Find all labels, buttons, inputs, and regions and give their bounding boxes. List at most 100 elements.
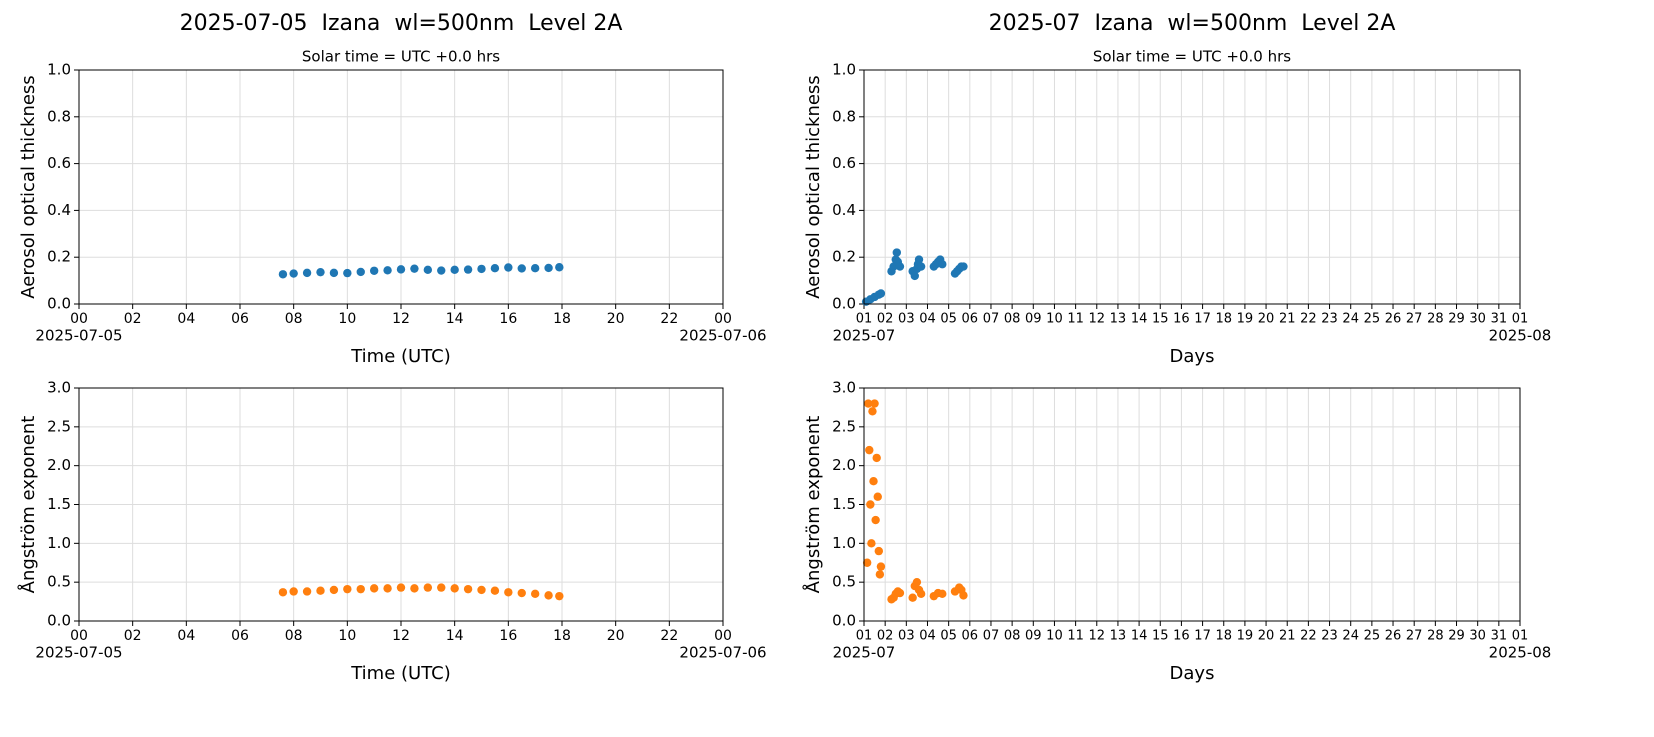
data-point	[895, 262, 905, 271]
x-tick-label: 18	[1215, 629, 1232, 644]
plot-frame	[863, 387, 1521, 622]
data-point	[862, 558, 872, 567]
data-point	[959, 591, 968, 600]
data-point	[959, 262, 968, 271]
y-tick-label: 0.8	[47, 107, 71, 125]
x-date-label: 2025-07-06	[679, 327, 766, 345]
x-tick-label: 19	[1237, 312, 1254, 327]
x-tick-label: 16	[499, 628, 517, 644]
x-tick-label: 07	[983, 312, 1000, 327]
x-tick-label: 29	[1448, 312, 1465, 327]
x-tick-label: 08	[1004, 312, 1021, 327]
x-tick-label: 12	[392, 311, 410, 327]
data-point	[450, 584, 459, 593]
data-point	[369, 584, 379, 593]
x-tick-label: 04	[919, 312, 936, 327]
y-tick-label: 0.0	[47, 612, 71, 630]
y-tick-label: 0.6	[832, 154, 856, 172]
x-date-label: 2025-07	[833, 327, 896, 345]
y-tick-label: 0.8	[832, 107, 856, 125]
data-point	[383, 266, 392, 275]
x-tick-label: 01	[856, 312, 873, 327]
x-tick-label: 27	[1406, 629, 1423, 644]
x-tick-label: 22	[660, 311, 678, 327]
x-tick-label: 14	[446, 628, 464, 644]
x-tick-label: 16	[499, 311, 517, 327]
x-axis-label: Time (UTC)	[350, 346, 451, 367]
y-tick-label: 0.6	[47, 154, 71, 172]
y-tick-label: 0.4	[832, 201, 856, 219]
chart-subtitle: Solar time = UTC +0.0 hrs	[302, 48, 500, 66]
x-tick-label: 04	[177, 628, 195, 644]
x-tick-label: 00	[70, 311, 88, 327]
data-point	[892, 248, 901, 257]
data-point	[289, 269, 298, 278]
x-tick-label: 31	[1491, 629, 1508, 644]
x-tick-label: 13	[1110, 629, 1127, 644]
x-tick-label: 16	[1173, 629, 1190, 644]
x-tick-label: 07	[983, 629, 1000, 644]
y-axis-label: Aerosol optical thickness	[803, 75, 824, 298]
data-point	[396, 583, 406, 592]
x-tick-label: 03	[898, 312, 915, 327]
x-tick-label: 31	[1491, 312, 1508, 327]
plot-frame	[78, 387, 724, 622]
data-point	[908, 593, 917, 602]
data-point	[490, 263, 500, 273]
x-tick-label: 10	[1046, 312, 1063, 327]
data-point	[490, 586, 500, 595]
data-point	[870, 399, 879, 408]
x-tick-label: 17	[1194, 629, 1211, 644]
x-tick-label: 21	[1279, 629, 1296, 644]
data-point	[316, 586, 325, 595]
x-tick-label: 08	[285, 311, 303, 327]
data-point	[302, 587, 312, 596]
x-tick-label: 06	[231, 628, 249, 644]
y-tick-label: 1.0	[832, 61, 856, 79]
y-tick-label: 1.0	[832, 534, 856, 552]
y-tick-label: 0.2	[832, 248, 856, 266]
x-axis-label: Days	[1170, 663, 1215, 684]
data-point	[869, 477, 878, 486]
data-point	[875, 570, 885, 579]
y-tick-label: 2.5	[832, 417, 856, 435]
data-point	[517, 264, 526, 273]
data-point	[463, 265, 473, 274]
x-tick-label: 04	[177, 311, 195, 327]
y-tick-label: 0.0	[47, 295, 71, 313]
y-tick-label: 2.0	[47, 456, 71, 474]
x-tick-label: 14	[1131, 312, 1148, 327]
data-point	[437, 583, 446, 592]
data-point	[410, 584, 419, 593]
x-tick-label: 21	[1279, 312, 1296, 327]
data-point	[938, 589, 947, 599]
x-tick-label: 18	[553, 628, 571, 644]
x-tick-label: 06	[231, 311, 249, 327]
x-tick-label: 15	[1152, 312, 1169, 327]
data-point	[871, 515, 880, 525]
x-tick-label: 10	[338, 628, 356, 644]
data-point	[504, 588, 513, 597]
x-tick-label: 09	[1025, 629, 1042, 644]
x-tick-label: 27	[1406, 312, 1423, 327]
data-point	[914, 255, 924, 264]
data-point	[910, 271, 919, 281]
plot-frame	[78, 69, 724, 305]
y-tick-label: 3.0	[47, 379, 71, 397]
x-tick-label: 06	[962, 312, 979, 327]
x-tick-label: 16	[1173, 312, 1190, 327]
data-point	[369, 266, 379, 275]
x-tick-label: 01	[1512, 312, 1529, 327]
x-tick-label: 01	[1512, 629, 1529, 644]
data-point	[450, 265, 459, 275]
y-tick-label: 1.5	[47, 495, 71, 513]
data-point	[555, 263, 564, 272]
data-point	[876, 562, 886, 571]
x-tick-label: 08	[1004, 629, 1021, 644]
x-tick-label: 03	[898, 629, 915, 644]
x-tick-label: 26	[1385, 312, 1402, 327]
x-tick-label: 18	[1215, 312, 1232, 327]
x-tick-label: 22	[1300, 629, 1317, 644]
data-point	[916, 262, 926, 271]
data-point	[278, 588, 288, 597]
